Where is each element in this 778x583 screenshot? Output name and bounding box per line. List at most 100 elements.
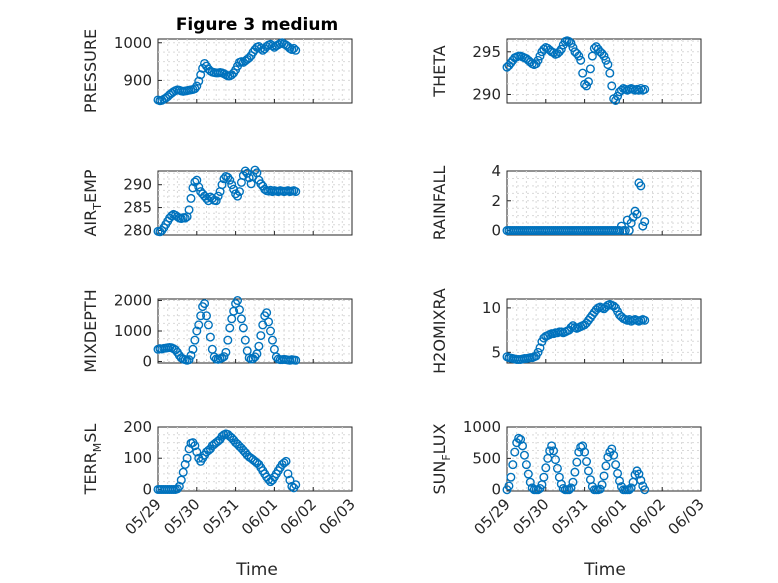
data-point xyxy=(554,47,564,57)
data-point xyxy=(172,484,182,494)
data-point xyxy=(634,469,644,479)
series-markers xyxy=(502,299,650,364)
data-point xyxy=(578,68,588,78)
data-point xyxy=(180,459,190,469)
x-tick-label: 06/02 xyxy=(277,495,320,538)
data-point xyxy=(574,447,584,457)
data-point xyxy=(566,483,576,493)
series-markers xyxy=(502,178,650,236)
data-point xyxy=(636,475,646,485)
data-point xyxy=(225,323,235,333)
data-point xyxy=(582,457,592,467)
data-point xyxy=(219,174,229,184)
data-point xyxy=(568,477,578,487)
data-point xyxy=(264,474,274,484)
series-markers xyxy=(502,433,650,495)
y-tick-label: 290 xyxy=(123,176,152,194)
data-point xyxy=(205,332,215,342)
y-tick-label: 1000 xyxy=(114,34,152,52)
data-point xyxy=(603,452,613,462)
y-tick-label: 295 xyxy=(472,43,501,61)
data-point xyxy=(186,350,196,360)
data-point xyxy=(227,180,237,190)
data-point xyxy=(615,226,625,236)
data-point xyxy=(576,55,586,65)
data-point xyxy=(225,175,235,185)
data-point xyxy=(285,475,295,485)
panel-sun_flux: 0 500 1000 SUNFLUX 05/2905/3005/3106/0106/02… xyxy=(430,418,708,538)
data-point xyxy=(221,347,231,357)
data-point xyxy=(626,483,636,493)
x-tick-label: 05/31 xyxy=(199,495,242,538)
y-axis-label: MIXDEPTH xyxy=(81,289,100,372)
data-point xyxy=(184,355,194,365)
data-point xyxy=(244,173,254,183)
y-tick-label: 1000 xyxy=(463,418,501,436)
data-point xyxy=(595,484,605,494)
data-point xyxy=(585,64,595,74)
series-markers xyxy=(153,165,301,237)
y-tick-label: 0 xyxy=(142,480,152,498)
data-point xyxy=(535,343,545,353)
data-point xyxy=(636,83,646,93)
data-point xyxy=(184,205,194,215)
y-tick-label: 2 xyxy=(491,192,501,210)
data-point xyxy=(213,191,223,201)
data-point xyxy=(611,460,621,470)
data-point xyxy=(167,211,177,221)
data-point xyxy=(256,331,266,341)
data-point xyxy=(174,481,184,491)
x-tick-label: 06/01 xyxy=(238,495,281,538)
y-axis-label: RAINFALL xyxy=(430,166,449,241)
data-point xyxy=(256,43,266,53)
data-point xyxy=(186,193,196,203)
data-point xyxy=(615,476,625,486)
data-point xyxy=(583,466,593,476)
y-tick-label: 290 xyxy=(472,85,501,103)
data-point xyxy=(599,471,609,481)
y-tick-label: 1000 xyxy=(114,322,152,340)
x-tick-label: 05/30 xyxy=(160,495,203,538)
data-point xyxy=(603,60,613,70)
y-axis-label: PRESSURE xyxy=(81,29,100,113)
x-tick-label: 05/30 xyxy=(509,495,552,538)
series-markers xyxy=(153,429,301,494)
data-point xyxy=(182,453,192,463)
data-point xyxy=(541,463,551,473)
data-point xyxy=(190,441,200,451)
data-point xyxy=(607,444,617,454)
data-point xyxy=(211,196,221,206)
data-point xyxy=(601,461,611,471)
series-markers xyxy=(502,36,650,105)
data-point xyxy=(229,184,239,194)
data-point xyxy=(291,187,301,197)
data-point xyxy=(188,183,198,193)
data-point xyxy=(254,341,264,351)
x-tick-label: 06/01 xyxy=(587,495,630,538)
y-tick-label: 10 xyxy=(482,299,501,317)
x-tick-label: 06/03 xyxy=(316,495,359,538)
series-markers xyxy=(153,296,301,365)
data-point xyxy=(626,218,636,228)
y-axis-label: AIRTEMP xyxy=(81,169,104,236)
data-point xyxy=(556,44,566,54)
data-point xyxy=(238,323,248,333)
data-point xyxy=(582,81,592,91)
data-point xyxy=(508,460,518,470)
x-tick-label: 06/03 xyxy=(665,495,708,538)
data-point xyxy=(516,435,526,445)
data-point xyxy=(240,166,250,176)
panel-theta: 290 295 THETA xyxy=(430,36,702,105)
y-axis-label: TERRMSL xyxy=(81,424,104,496)
data-point xyxy=(519,450,529,460)
data-point xyxy=(267,335,277,345)
data-point xyxy=(200,299,210,309)
panel-terr_msl: 0 100 200 TERRMSL 05/2905/3005/3106/0106/020… xyxy=(81,418,359,538)
data-point xyxy=(192,81,202,91)
data-point xyxy=(510,447,520,457)
data-point xyxy=(640,315,650,325)
data-point xyxy=(233,296,243,306)
data-point xyxy=(572,457,582,467)
data-point xyxy=(539,472,549,482)
